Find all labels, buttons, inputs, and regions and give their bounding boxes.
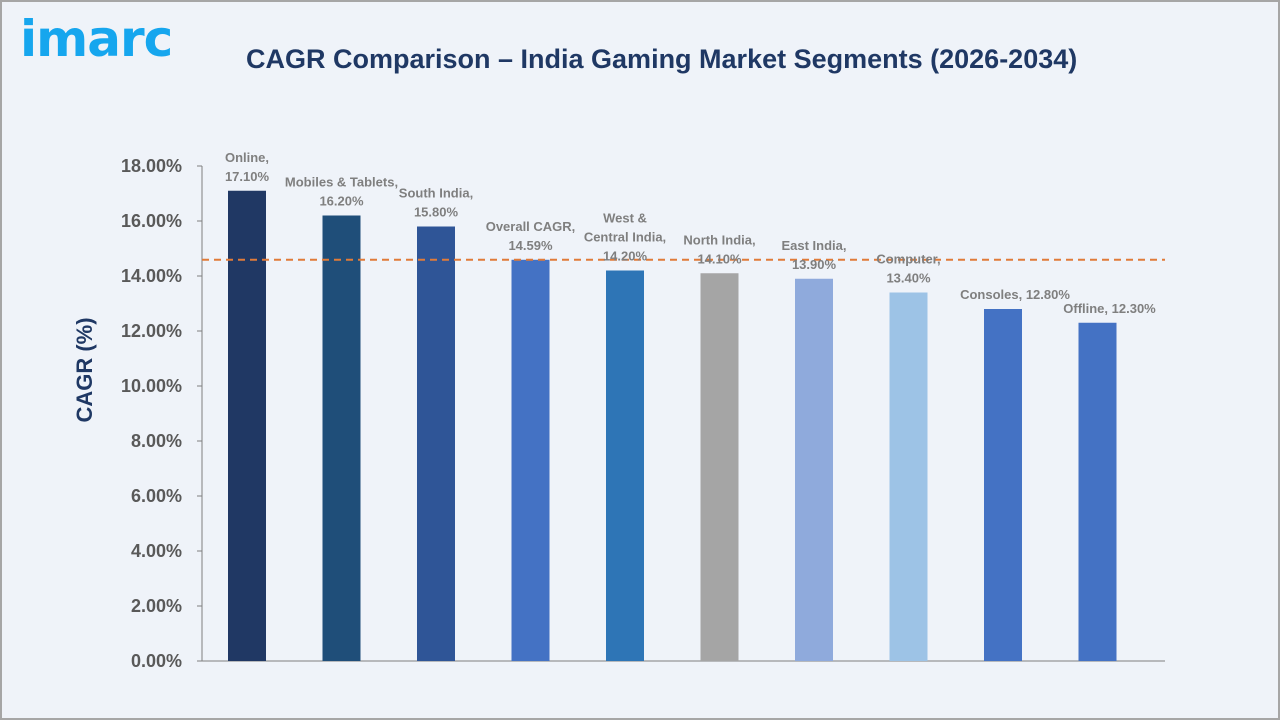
data-label: Offline, 12.30% [1063, 301, 1156, 316]
data-label: North India, [683, 232, 755, 247]
bar-computer [889, 292, 928, 661]
data-label: 17.10% [225, 169, 270, 184]
y-tick-label: 6.00% [131, 486, 182, 506]
data-label: Mobiles & Tablets, [285, 175, 398, 190]
y-tick-label: 16.00% [121, 211, 182, 231]
data-label: South India, [399, 186, 473, 201]
bar-consoles [984, 309, 1022, 661]
y-tick-label: 18.00% [121, 156, 182, 176]
chart-title: CAGR Comparison – India Gaming Market Se… [246, 44, 1078, 74]
data-label: 14.20% [603, 249, 648, 264]
data-label: Computer, [876, 252, 940, 267]
y-tick-label: 0.00% [131, 651, 182, 671]
bar-overall-cagr [511, 259, 550, 661]
bar-north-india [700, 273, 739, 661]
data-label: East India, [781, 238, 846, 253]
data-label: Overall CAGR, [486, 219, 576, 234]
bar-south-india [417, 226, 455, 661]
data-label: Consoles, 12.80% [960, 287, 1070, 302]
data-label: 14.10% [697, 251, 742, 266]
data-label: West & [603, 211, 647, 226]
y-tick-label: 14.00% [121, 266, 182, 286]
bar-west-central-india [606, 270, 644, 661]
data-label: Central India, [584, 230, 666, 245]
y-axis-label: CAGR (%) [72, 317, 97, 422]
y-tick-label: 10.00% [121, 376, 182, 396]
y-tick-label: 2.00% [131, 596, 182, 616]
bar-offline [1078, 322, 1117, 661]
y-tick-label: 4.00% [131, 541, 182, 561]
bar-online [228, 190, 266, 661]
data-label: 16.20% [319, 194, 364, 209]
y-tick-label: 12.00% [121, 321, 182, 341]
data-label: Online, [225, 150, 269, 165]
bar-east-india [795, 278, 833, 661]
bar-mobiles-tablets [322, 215, 361, 661]
data-label: 13.40% [886, 271, 931, 286]
data-label: 15.80% [414, 205, 459, 220]
data-label: 14.59% [508, 238, 553, 253]
y-tick-label: 8.00% [131, 431, 182, 451]
imarc-logo: imarc [20, 10, 173, 68]
data-label: 13.90% [792, 257, 837, 272]
